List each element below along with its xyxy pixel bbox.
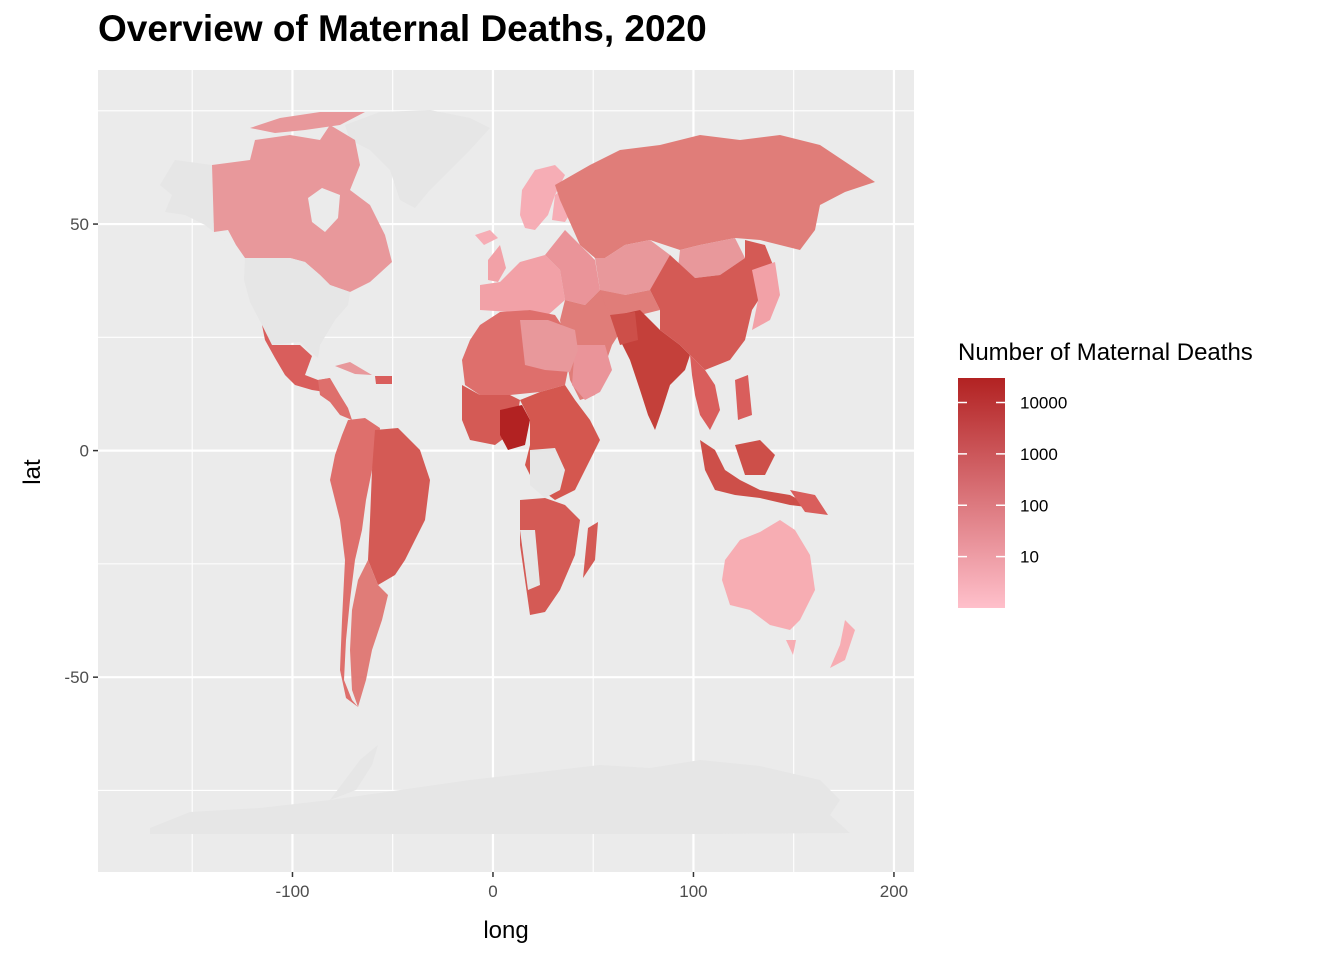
y-tick-label: 0 [80, 442, 89, 461]
y-tick-label: -50 [64, 668, 89, 687]
region-antarctic-peninsula [330, 745, 378, 800]
region-mexico [262, 325, 330, 392]
region-libya-egypt [520, 320, 578, 372]
region-eastern-europe [545, 230, 600, 305]
region-canada-arctic-islands [250, 112, 365, 133]
region-mongolia [678, 238, 745, 278]
region-australia [722, 520, 815, 630]
region-cuba [335, 362, 372, 375]
region-philippines [735, 375, 752, 420]
legend-title: Number of Maternal Deaths [958, 339, 1253, 366]
x-tick-label: 100 [679, 882, 707, 901]
region-greenland [345, 110, 490, 208]
region-brazil [368, 428, 430, 585]
region-hudson-bay [308, 188, 340, 232]
region-antarctica [150, 760, 850, 834]
region-drc [530, 448, 565, 498]
region-nigeria [500, 405, 530, 450]
region-iceland [475, 230, 498, 245]
region-argentina [350, 560, 388, 707]
x-tick-label: 0 [488, 882, 497, 901]
legend-tick-label: 10 [1020, 548, 1039, 567]
y-axis-title: lat [19, 459, 46, 485]
region-south-america-west [330, 418, 380, 707]
region-usa [244, 258, 350, 358]
region-indonesia [700, 440, 815, 508]
legend-colorbar [958, 378, 1005, 608]
region-china [650, 240, 775, 370]
region-korea-japan [752, 262, 780, 330]
region-western-europe [480, 255, 565, 315]
region-alaska [160, 160, 230, 245]
x-tick-label: 200 [880, 882, 908, 901]
region-russia [555, 135, 875, 258]
region-pakistan [610, 312, 638, 345]
legend-tick-label: 10000 [1020, 394, 1067, 413]
region-hispaniola [375, 376, 392, 384]
region-central-america [318, 378, 352, 420]
region-arabia [572, 345, 612, 400]
region-namibia [520, 530, 540, 590]
region-papua-new-guinea [790, 490, 828, 515]
region-canada [212, 125, 392, 292]
region-central-south-asia [600, 290, 660, 318]
x-axis-title: long [483, 917, 528, 944]
region-madagascar [583, 522, 598, 578]
y-axis: -50 0 50 [64, 215, 98, 687]
x-tick-label: -100 [275, 882, 309, 901]
region-tasmania [786, 640, 796, 655]
x-axis: -100 0 100 200 [275, 872, 908, 901]
legend-tick-label: 100 [1020, 496, 1048, 515]
region-southeast-asia [690, 355, 720, 430]
region-borneo-sulawesi [735, 440, 775, 475]
region-new-zealand [830, 620, 855, 668]
legend-tick-label: 1000 [1020, 445, 1058, 464]
region-uk [488, 245, 506, 282]
world-map [150, 110, 875, 834]
chart-title: Overview of Maternal Deaths, 2020 [98, 8, 707, 49]
legend-ticks: 10000 1000 100 10 [958, 394, 1067, 567]
legend: Number of Maternal Deaths 10000 1000 100 10 [958, 339, 1253, 608]
y-tick-label: 50 [70, 215, 89, 234]
region-scandinavia [520, 165, 565, 230]
